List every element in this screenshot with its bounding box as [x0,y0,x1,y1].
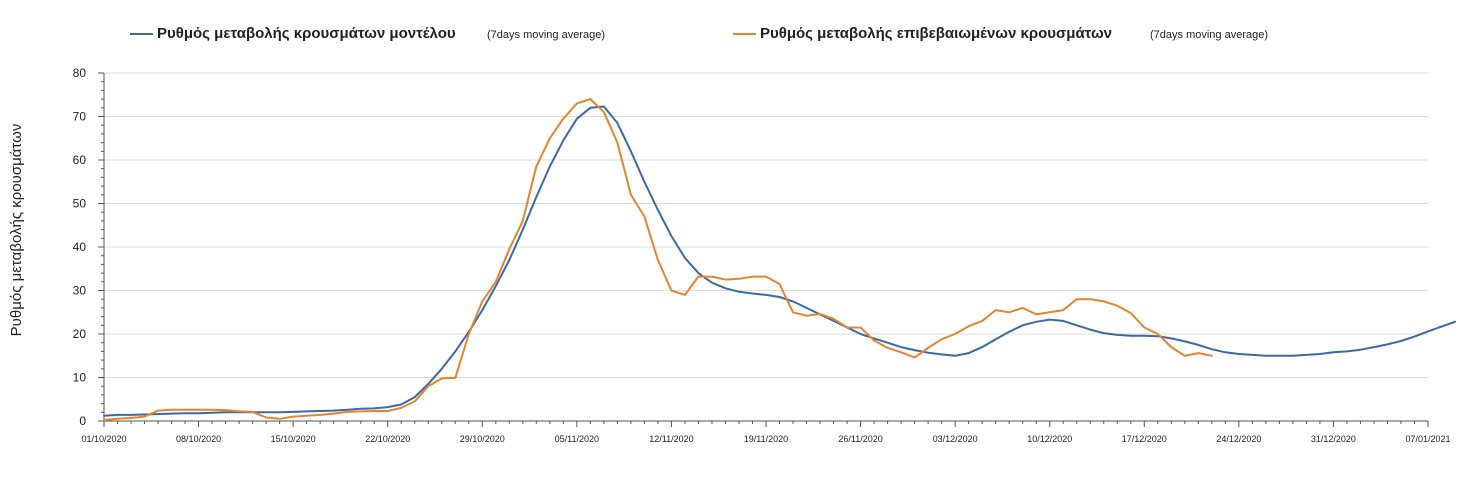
legend-label-model: Ρυθμός μεταβολής κρουσμάτων μοντέλου [157,25,456,42]
y-tick-label: 80 [73,66,87,80]
y-tick-label: 10 [73,371,87,385]
y-tick-label: 50 [73,197,87,211]
x-tick-label: 26/11/2020 [838,434,882,444]
x-tick-label: 12/11/2020 [649,434,693,444]
x-tick-label: 10/12/2020 [1027,434,1072,444]
y-tick-label: 70 [73,110,87,124]
axes: 0 10 20 30 40 50 60 70 80 01/10/2020 08/10/2020 15/… [73,66,1451,444]
y-tick-label: 60 [73,153,87,167]
y-axis-label: Ρυθμός μεταβολής κρουσμάτων [8,124,25,337]
x-tick-label: 24/12/2020 [1216,434,1261,444]
y-tick-label: 0 [79,414,86,428]
x-tick-label: 01/10/2020 [81,434,126,444]
y-tick-label: 40 [73,240,87,254]
x-tick-label: 15/10/2020 [271,434,316,444]
x-tick-label: 19/11/2020 [744,434,788,444]
x-tick-label: 29/10/2020 [460,434,505,444]
y-tick-label: 30 [73,284,87,298]
gridlines [104,72,1428,378]
series-lines [103,98,1456,422]
x-tick-label: 22/10/2020 [365,434,410,444]
x-tick-label: 03/12/2020 [933,434,978,444]
x-tick-label: 07/01/2021 [1405,434,1450,444]
x-tick-label: 31/12/2020 [1311,434,1356,444]
x-tick-label: 08/10/2020 [176,434,221,444]
y-tick-label: 20 [73,327,87,341]
legend-label-confirmed: Ρυθμός μεταβολής επιβεβαιωμένων κρουσμάτ… [760,25,1112,42]
x-tick-label: 17/12/2020 [1122,434,1167,444]
legend: Ρυθμός μεταβολής κρουσμάτων μοντέλου (7d… [130,25,1268,42]
x-tick-label: 05/11/2020 [555,434,599,444]
legend-note-model: (7days moving average) [487,29,605,41]
legend-note-confirmed: (7days moving average) [1150,29,1268,41]
series-line-model [103,105,1456,417]
series-line-confirmed [103,98,1213,422]
